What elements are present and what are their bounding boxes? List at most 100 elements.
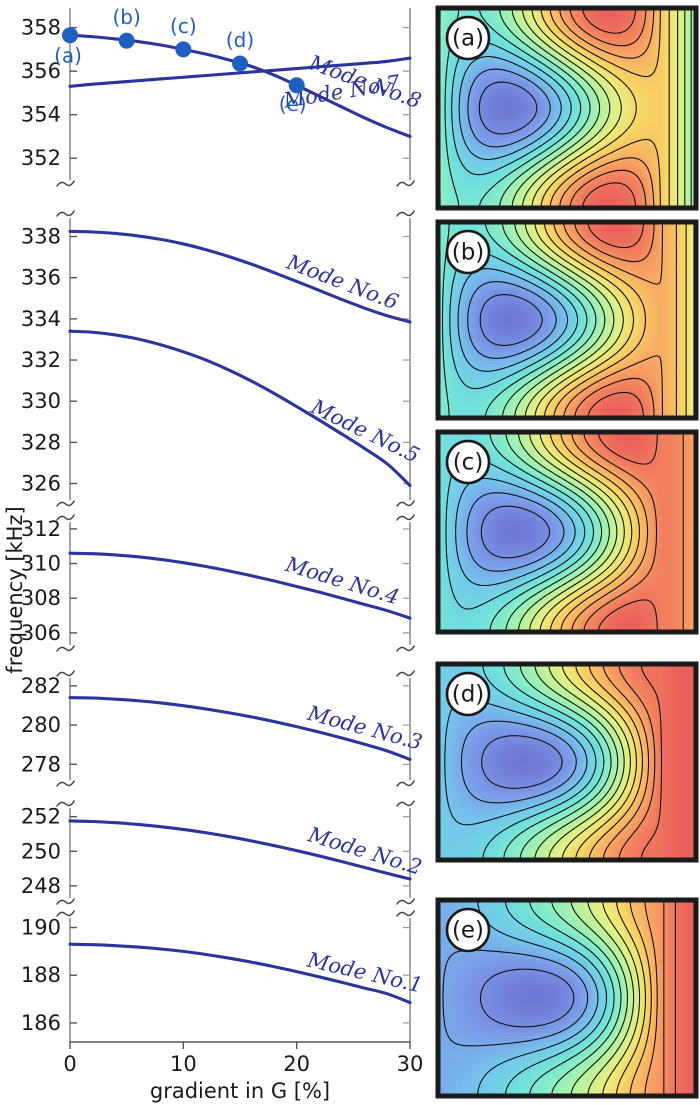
axis-break-squiggle: [396, 645, 415, 652]
x-tick-label: 20: [283, 1052, 310, 1076]
mode-shape-panel-a: (a): [435, 5, 699, 211]
mode-curve: [68, 56, 412, 88]
marker-label-a: (a): [54, 44, 82, 68]
y-tick-label: 250: [21, 839, 61, 863]
marker-label-c: (c): [170, 14, 197, 38]
panel-label-badge: [445, 15, 491, 61]
panel-label-badge: [445, 439, 491, 485]
mode-curve: [68, 942, 412, 1005]
y-tick-label: 338: [21, 225, 61, 249]
axis-break-squiggle: [56, 180, 75, 187]
contour-line: [478, 81, 538, 135]
y-tick-label: 280: [21, 713, 61, 737]
x-tick-label: 30: [397, 1052, 424, 1076]
y-tick-label: 352: [21, 146, 61, 170]
y-tick-label: 282: [21, 674, 61, 698]
y-tick-label: 190: [21, 916, 61, 940]
panel-label-text: (c): [453, 450, 484, 476]
contour-line: [466, 492, 565, 572]
axis-break-squiggle: [56, 514, 75, 521]
panel-label-text: (a): [452, 26, 484, 52]
axis-break-squiggle: [56, 670, 75, 677]
y-tick-label: 310: [21, 552, 61, 576]
y-tick-label: 330: [21, 389, 61, 413]
contour-line: [479, 294, 543, 346]
mode-curve: [68, 551, 412, 620]
panel-label-badge: [445, 907, 491, 953]
axis-break-squiggle: [396, 910, 415, 917]
y-tick-label: 358: [21, 16, 61, 40]
axis-break-squiggle: [56, 898, 75, 905]
mode-shape-panel-c: (c): [435, 429, 699, 635]
axis-break-squiggle: [396, 898, 415, 905]
axis-break-squiggle: [396, 800, 415, 807]
axis-break-squiggle: [396, 514, 415, 521]
x-tick-label: 0: [63, 1052, 76, 1076]
panel-border: [435, 5, 699, 211]
marker-label-b: (b): [113, 5, 141, 29]
y-tick-label: 308: [21, 586, 61, 610]
axis-break-squiggle: [396, 780, 415, 787]
marker-point-b: [118, 32, 135, 49]
axis-break-squiggle: [396, 670, 415, 677]
y-tick-label: 312: [21, 517, 61, 541]
mode-curve: [68, 329, 412, 488]
marker-label-e: (e): [279, 92, 307, 116]
panel-label-text: (b): [452, 240, 485, 266]
axis-break-squiggle: [396, 500, 415, 507]
y-tick-label: 278: [21, 752, 61, 776]
marker-point-e: [288, 77, 305, 94]
mode-curve: [68, 696, 412, 761]
contour-line: [467, 68, 551, 148]
mode-shape-panel-b: (b): [435, 219, 699, 421]
axis-break-squiggle: [56, 800, 75, 807]
x-axis-title: gradient in G [%]: [150, 1079, 330, 1103]
marker-point-d: [232, 55, 248, 72]
contour-line: [480, 505, 551, 559]
mode-curve-label: Mode No.3: [304, 701, 425, 755]
contour-line: [481, 735, 563, 789]
mode-curve-label: Mode No.1: [304, 948, 425, 998]
panel-border: [435, 661, 699, 863]
y-tick-group: 358 356 354 352 338 336 334 332 330 328 326 312 310 3…: [21, 16, 423, 1076]
mode-curve-label: Mode No.2: [305, 822, 425, 880]
x-tick-label: 10: [170, 1052, 197, 1076]
y-tick-label: 186: [21, 1011, 61, 1035]
y-tick-label: 248: [21, 874, 61, 898]
mode-shape-panel-d: (d): [435, 661, 699, 863]
panel-label-badge: [445, 229, 491, 275]
marker-point-c: [175, 41, 192, 58]
y-tick-label: 336: [21, 266, 61, 290]
axis-break-squiggle: [56, 645, 75, 652]
y-tick-label: 356: [21, 59, 61, 83]
axis-break-squiggle: [56, 780, 75, 787]
axis-break-squiggle: [56, 210, 75, 217]
panel-border: [435, 429, 699, 635]
mode-curve: [68, 819, 412, 881]
contour-line: [460, 720, 577, 804]
axis-break-squiggle: [396, 180, 415, 187]
panel-border: [435, 219, 699, 421]
y-tick-label: 188: [21, 963, 61, 987]
panel-label-badge: [445, 671, 491, 717]
left-plot-axes: [56, 8, 415, 1043]
y-tick-label: 332: [21, 348, 61, 372]
axis-break-squiggle: [56, 910, 75, 917]
panel-border: [435, 897, 699, 1099]
contour-line: [467, 281, 557, 359]
contour-line: [458, 56, 562, 160]
marker-label-d: (d): [226, 28, 254, 52]
axis-break-squiggle: [56, 500, 75, 507]
mode-curve-label: Mode No.5: [306, 394, 423, 467]
marker-group: (a) (b) (c) (d) (e): [54, 5, 307, 116]
marker-point-a: [62, 27, 78, 44]
y-tick-label: 306: [21, 621, 61, 645]
axis-break-squiggle: [396, 210, 415, 217]
y-tick-label: 328: [21, 430, 61, 454]
mode-shape-panel-e: (e): [435, 897, 699, 1099]
mode-curve: [68, 229, 412, 324]
y-tick-label: 354: [21, 103, 61, 127]
